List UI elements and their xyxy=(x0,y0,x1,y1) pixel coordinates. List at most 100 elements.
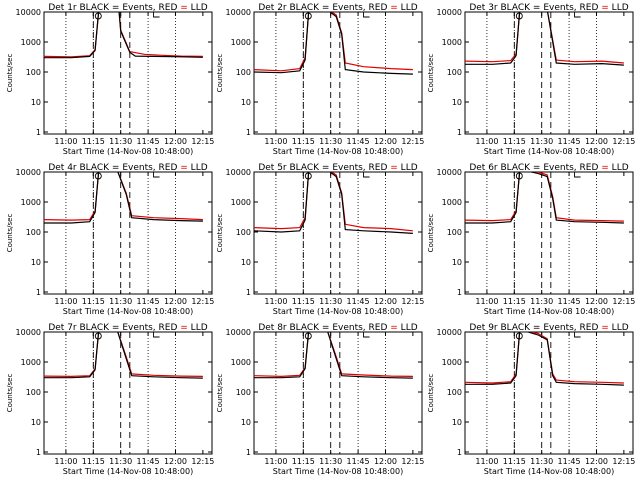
plot-frame xyxy=(253,331,423,455)
y-tick-label: 10 xyxy=(241,98,251,107)
x-axis-label: Start Time (14-Nov-08 10:48:00) xyxy=(63,467,193,476)
panel-title: Det 7r BLACK = Events, RED = LLD xyxy=(48,323,207,333)
panel-title-part: Det 6r BLACK = Events, RED xyxy=(469,163,601,173)
x-tick-label: 11:45 xyxy=(137,297,160,306)
panel-title-part: = xyxy=(390,3,398,13)
y-tick-label: 100 xyxy=(447,68,462,77)
x-tick-label: 11:15 xyxy=(503,297,526,306)
plot-frame xyxy=(253,171,423,295)
y-tick-label: 100 xyxy=(26,228,41,237)
x-tick-label: 12:00 xyxy=(585,137,608,146)
panel-title-part: LLD xyxy=(188,323,208,333)
lld-series-line xyxy=(254,172,413,232)
x-tick-label: 11:00 xyxy=(475,457,498,466)
x-tick-label: 11:15 xyxy=(82,137,105,146)
panel-title-part: LLD xyxy=(609,3,629,13)
event-marker-bracket xyxy=(153,172,160,178)
y-tick-label: 10 xyxy=(31,258,41,267)
event-marker-circle xyxy=(515,332,523,340)
x-tick-label: 12:15 xyxy=(401,457,424,466)
plot-frame xyxy=(43,331,213,455)
event-marker-bracket xyxy=(363,12,370,18)
panel-title-part: LLD xyxy=(609,163,629,173)
plot-frame xyxy=(43,11,213,135)
x-tick-label: 11:15 xyxy=(82,297,105,306)
panel-title-part: Det 4r BLACK = Events, RED xyxy=(48,163,180,173)
y-tick-label: 10 xyxy=(31,98,41,107)
x-axis-label: Start Time (14-Nov-08 10:48:00) xyxy=(63,147,193,156)
y-tick-label: 1 xyxy=(36,448,41,457)
y-tick-label: 10000 xyxy=(226,8,251,17)
panel-title: Det 4r BLACK = Events, RED = LLD xyxy=(48,163,207,173)
panel-title-part: LLD xyxy=(188,3,208,13)
event-marker-circle xyxy=(94,172,102,180)
x-tick-label: 12:00 xyxy=(374,137,397,146)
x-tick-label: 11:00 xyxy=(54,457,77,466)
y-tick-label: 100 xyxy=(26,388,41,397)
lld-series-line xyxy=(465,332,624,384)
x-tick-label: 12:15 xyxy=(191,297,214,306)
panel-det-2: 1 10 100 1000 10000 11:00 11:15 11:30 11:45 12:00… xyxy=(216,3,424,156)
x-tick-label: 12:00 xyxy=(164,297,187,306)
y-tick-label: 1000 xyxy=(21,38,41,47)
panel-title: Det 6r BLACK = Events, RED = LLD xyxy=(469,163,628,173)
x-tick-label: 12:15 xyxy=(191,137,214,146)
y-tick-label: 100 xyxy=(236,388,251,397)
events-series-line xyxy=(254,332,413,379)
x-tick-label: 11:45 xyxy=(558,457,581,466)
panel-det-8: 1 10 100 1000 10000 11:00 11:15 11:30 11:45 12:00… xyxy=(216,323,424,476)
x-tick-label: 11:00 xyxy=(475,297,498,306)
plot-frame xyxy=(464,11,634,135)
event-marker-bracket xyxy=(574,172,581,178)
y-axis-label: Counts/sec xyxy=(216,374,224,413)
x-tick-label: 11:30 xyxy=(109,457,132,466)
panel-title-part: Det 7r BLACK = Events, RED xyxy=(48,323,180,333)
panel-title-part: LLD xyxy=(188,163,208,173)
y-tick-label: 1 xyxy=(36,288,41,297)
x-axis-label: Start Time (14-Nov-08 10:48:00) xyxy=(484,307,614,316)
events-series-line xyxy=(44,172,203,224)
events-series-line xyxy=(44,332,203,379)
y-tick-label: 1 xyxy=(246,448,251,457)
panel-det-7: 1 10 100 1000 10000 11:00 11:15 11:30 11:45 12:00… xyxy=(6,323,214,476)
x-tick-label: 12:00 xyxy=(374,297,397,306)
y-tick-label: 10000 xyxy=(16,328,41,337)
event-marker-circle xyxy=(515,172,523,180)
panel-title-part: = xyxy=(601,163,609,173)
x-axis-label: Start Time (14-Nov-08 10:48:00) xyxy=(273,467,403,476)
y-tick-label: 100 xyxy=(236,228,251,237)
y-tick-label: 100 xyxy=(26,68,41,77)
y-tick-label: 10 xyxy=(452,98,462,107)
y-tick-label: 1 xyxy=(246,128,251,137)
x-tick-label: 11:45 xyxy=(347,297,370,306)
y-axis-label: Counts/sec xyxy=(427,214,435,253)
lld-series-line xyxy=(465,12,624,64)
y-tick-label: 10000 xyxy=(437,8,462,17)
y-tick-label: 1 xyxy=(246,288,251,297)
y-axis-label: Counts/sec xyxy=(6,374,14,413)
events-series-line xyxy=(44,12,203,59)
x-tick-label: 12:15 xyxy=(612,137,635,146)
x-axis-label: Start Time (14-Nov-08 10:48:00) xyxy=(484,467,614,476)
event-marker-bracket xyxy=(363,172,370,178)
panel-det-1: 1 10 100 1000 10000 11:00 11:15 11:30 11:45 12:00… xyxy=(6,3,214,156)
panel-title-part: Det 5r BLACK = Events, RED xyxy=(258,163,390,173)
event-marker-bracket xyxy=(574,12,581,18)
panel-title: Det 9r BLACK = Events, RED = LLD xyxy=(469,323,628,333)
x-tick-label: 11:45 xyxy=(137,137,160,146)
x-tick-label: 11:00 xyxy=(264,457,287,466)
x-tick-label: 12:15 xyxy=(191,457,214,466)
y-tick-label: 10000 xyxy=(437,168,462,177)
y-tick-label: 100 xyxy=(447,228,462,237)
panel-title-part: LLD xyxy=(398,323,418,333)
x-axis-label: Start Time (14-Nov-08 10:48:00) xyxy=(273,307,403,316)
event-marker-bracket xyxy=(363,332,370,338)
x-tick-label: 11:00 xyxy=(54,297,77,306)
x-tick-label: 11:15 xyxy=(503,457,526,466)
y-tick-label: 1000 xyxy=(231,358,251,367)
panel-title-part: LLD xyxy=(609,323,629,333)
panel-title: Det 3r BLACK = Events, RED = LLD xyxy=(469,3,628,13)
y-tick-label: 1 xyxy=(36,128,41,137)
x-axis-label: Start Time (14-Nov-08 10:48:00) xyxy=(63,307,193,316)
x-tick-label: 11:00 xyxy=(54,137,77,146)
